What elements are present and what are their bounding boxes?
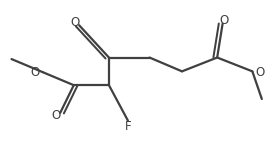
Text: O: O — [70, 16, 80, 29]
Text: O: O — [52, 109, 61, 122]
Text: O: O — [219, 14, 228, 27]
Text: O: O — [31, 66, 40, 79]
Text: O: O — [255, 66, 264, 79]
Text: F: F — [125, 120, 131, 133]
